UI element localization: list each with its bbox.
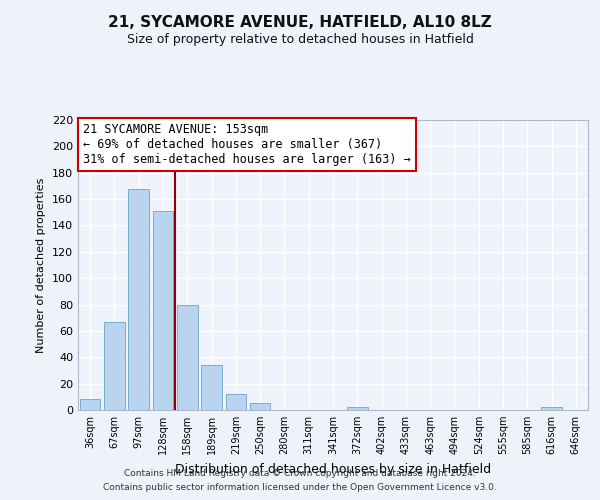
Bar: [152, 211, 173, 410]
X-axis label: Distribution of detached houses by size in Hatfield: Distribution of detached houses by size …: [175, 462, 491, 475]
Bar: [541, 408, 562, 410]
Bar: [80, 400, 100, 410]
Bar: [347, 408, 368, 410]
Text: Contains HM Land Registry data © Crown copyright and database right 2024.: Contains HM Land Registry data © Crown c…: [124, 468, 476, 477]
Text: 21 SYCAMORE AVENUE: 153sqm
← 69% of detached houses are smaller (367)
31% of sem: 21 SYCAMORE AVENUE: 153sqm ← 69% of deta…: [83, 123, 411, 166]
Text: Contains public sector information licensed under the Open Government Licence v3: Contains public sector information licen…: [103, 484, 497, 492]
Y-axis label: Number of detached properties: Number of detached properties: [37, 178, 46, 352]
Bar: [104, 322, 125, 410]
Bar: [177, 304, 197, 410]
Bar: [250, 404, 271, 410]
Text: Size of property relative to detached houses in Hatfield: Size of property relative to detached ho…: [127, 32, 473, 46]
Bar: [226, 394, 246, 410]
Text: 21, SYCAMORE AVENUE, HATFIELD, AL10 8LZ: 21, SYCAMORE AVENUE, HATFIELD, AL10 8LZ: [108, 15, 492, 30]
Bar: [201, 365, 222, 410]
Bar: [128, 188, 149, 410]
